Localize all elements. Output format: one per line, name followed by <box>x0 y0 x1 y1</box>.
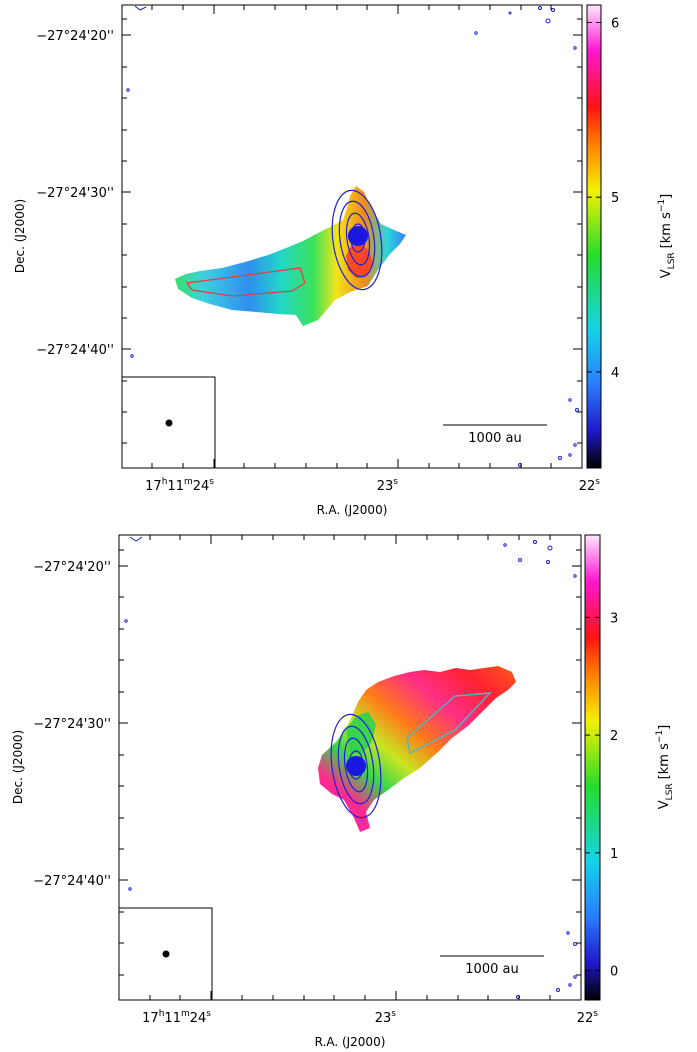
x-tick-label: 22s <box>579 477 601 494</box>
colorbar-ticks: 4 5 6 <box>587 16 619 381</box>
velocity-red-core <box>346 244 373 278</box>
x-tick-second: 22 <box>577 1011 594 1026</box>
colorbar-tick-label: 3 <box>610 611 618 626</box>
x-axis-title: R.A. (J2000) <box>317 503 388 517</box>
beam-ellipse <box>162 950 170 958</box>
x-tick-second-unit: s <box>206 1009 211 1019</box>
x-tick-hour: 17 <box>142 1011 159 1026</box>
x-tick-label: 23s <box>377 477 399 494</box>
colorbar-label-exp: −1 <box>657 199 667 212</box>
outflow-polygon <box>185 267 306 297</box>
beam-box <box>121 376 216 469</box>
x-tick-second: 24 <box>193 479 210 494</box>
x-tick-second: 24 <box>190 1011 207 1026</box>
x-tick-second-unit: s <box>595 477 600 487</box>
y-axis-title: Dec. (J2000) <box>13 199 27 273</box>
x-tick-minute-unit: m <box>181 1009 190 1019</box>
colorbar-tick-label: 2 <box>610 729 618 744</box>
colorbar <box>584 534 601 1001</box>
noise-contours <box>126 5 579 467</box>
x-tick-minute: 11 <box>167 479 184 494</box>
frame-ticks <box>122 5 583 468</box>
continuum-peak <box>346 756 366 776</box>
continuum-peak <box>348 226 368 246</box>
y-tick-label: −27°24'40'' <box>36 343 114 358</box>
colorbar-label-sub: LSR <box>667 252 677 269</box>
outflow-polygon <box>406 692 492 755</box>
colorbar-label-sub: LSR <box>665 783 675 800</box>
colorbar <box>586 4 602 469</box>
colorbar-label-main: V <box>657 800 672 809</box>
x-tick-label: 23s <box>375 1009 397 1026</box>
colorbar-label: VLSR [km s−1] <box>655 725 675 809</box>
x-tick-label: 17h11m24s <box>142 1009 211 1026</box>
y-tick-label: −27°24'30'' <box>36 186 114 201</box>
y-tick-label: −27°24'20'' <box>36 29 114 44</box>
x-tick-second-unit: s <box>209 477 214 487</box>
colorbar-label-unit: [km s <box>657 743 672 779</box>
colorbar-tick-label: 5 <box>611 191 619 206</box>
x-tick-label: 22s <box>577 1009 599 1026</box>
x-tick-hour: 17 <box>145 479 162 494</box>
beam-ellipse <box>165 419 173 427</box>
colorbar-tick-label: 6 <box>611 16 619 31</box>
x-axis-title: R.A. (J2000) <box>315 1035 386 1049</box>
x-tick-second: 22 <box>579 479 596 494</box>
colorbar-label: VLSR [km s−1] <box>657 194 677 278</box>
x-tick-second: 23 <box>377 479 394 494</box>
colorbar-label-main: V <box>659 269 674 278</box>
y-axis-title: Dec. (J2000) <box>11 730 25 804</box>
panel-top: 1000 au <box>13 4 677 517</box>
panel-bottom: 1000 au <box>11 534 675 1049</box>
x-tick-hour-unit: h <box>159 1009 165 1019</box>
colorbar-label-close: ] <box>657 725 672 730</box>
beam-box <box>118 907 213 1001</box>
scale-bar-label: 1000 au <box>468 431 521 446</box>
colorbar-label-close: ] <box>659 194 674 199</box>
colorbar-label-unit: [km s <box>659 212 674 248</box>
scale-bar-label: 1000 au <box>465 962 518 977</box>
x-tick-second-unit: s <box>391 1009 396 1019</box>
colorbar-tick-label: 0 <box>610 965 618 980</box>
x-tick-minute-unit: m <box>184 477 193 487</box>
colorbar-ticks: 0 1 2 3 <box>585 611 618 980</box>
x-tick-hour-unit: h <box>162 477 168 487</box>
y-tick-label: −27°24'40'' <box>33 874 111 889</box>
frame-ticks <box>119 535 581 1000</box>
colorbar-tick-label: 4 <box>611 366 619 381</box>
y-tick-label: −27°24'30'' <box>33 717 111 732</box>
colorbar-label-exp: −1 <box>655 730 665 743</box>
x-tick-second-unit: s <box>393 477 398 487</box>
colorbar-tick-label: 1 <box>610 847 618 862</box>
y-tick-label: −27°24'20'' <box>33 560 111 575</box>
continuum-contours <box>330 713 382 819</box>
x-tick-second-unit: s <box>593 1009 598 1019</box>
x-tick-second: 23 <box>375 1011 392 1026</box>
x-tick-minute: 11 <box>164 1011 181 1026</box>
x-tick-label: 17h11m24s <box>145 477 214 494</box>
noise-contours <box>124 536 577 999</box>
